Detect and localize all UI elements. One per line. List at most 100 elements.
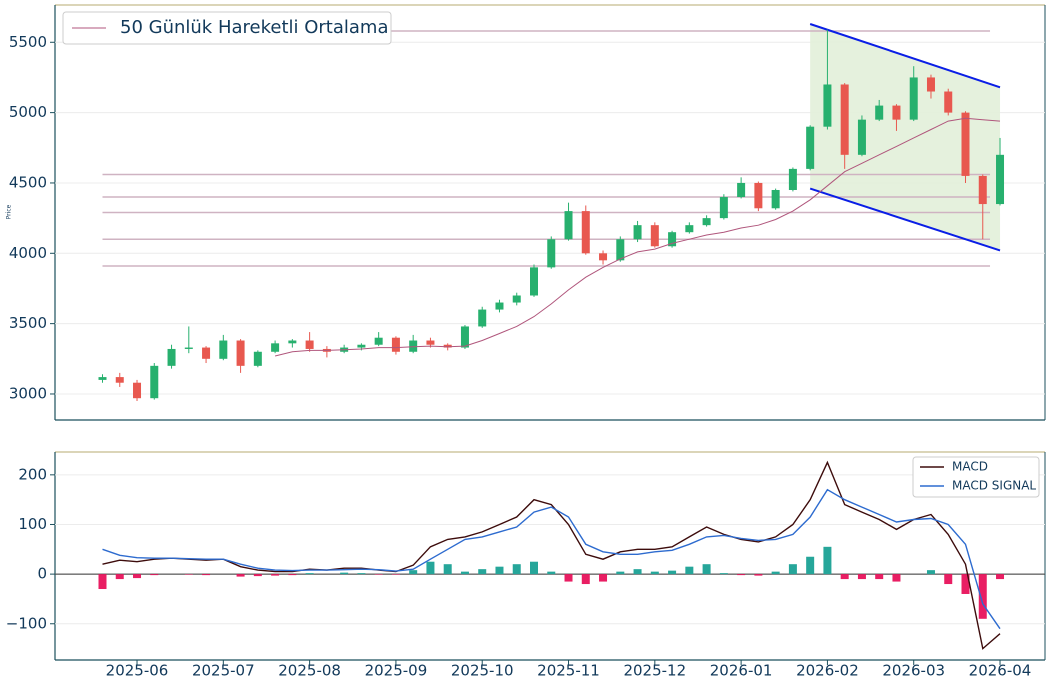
y-tick-label: −100 <box>6 614 47 632</box>
histogram-bar <box>443 564 452 575</box>
candle-body <box>633 225 642 240</box>
candle-body <box>581 211 590 254</box>
candle-body <box>961 112 970 176</box>
histogram-bar <box>133 574 142 579</box>
legend: MACD MACD SIGNAL <box>912 456 1040 498</box>
candle-body <box>806 126 815 169</box>
candle-body <box>426 340 435 345</box>
histogram-bar <box>737 574 746 576</box>
candle-body <box>875 105 884 120</box>
candle-body <box>288 340 297 344</box>
candle-body <box>357 344 366 348</box>
x-tick-label: 2026-04 <box>969 662 1032 680</box>
y-tick-label: 5500 <box>9 33 47 51</box>
candle-body <box>478 309 487 327</box>
line <box>102 488 1001 630</box>
histogram-bar <box>996 574 1005 580</box>
histogram-bar <box>616 571 625 575</box>
x-tick-label: 2026-02 <box>796 662 859 680</box>
candle-body <box>219 340 228 359</box>
x-tick-label: 2026-01 <box>710 662 773 680</box>
candle-body <box>926 77 935 92</box>
candle-body <box>771 189 780 209</box>
candle-body <box>719 197 728 219</box>
histogram-bar <box>978 574 987 619</box>
histogram-bar <box>685 566 694 575</box>
line <box>102 460 1001 650</box>
candle-body <box>374 337 383 345</box>
histogram-bar <box>892 574 901 582</box>
candle-body <box>460 326 469 348</box>
histogram-bar <box>944 574 953 585</box>
candle-body <box>840 84 849 155</box>
histogram-bar <box>409 570 418 575</box>
histogram-bar <box>202 574 211 576</box>
histogram-bar <box>926 570 935 575</box>
histogram-bar <box>875 574 884 580</box>
histogram-bar <box>98 574 107 590</box>
histogram-bar <box>357 573 366 575</box>
x-tick-label: 2025-12 <box>623 662 686 680</box>
y-tick-label: 0 <box>37 565 47 583</box>
legend: 50 Günlük Hareketli Ortalama <box>62 11 392 45</box>
histogram-bar <box>581 574 590 585</box>
candle-body <box>236 340 245 366</box>
candle-body <box>978 175 987 205</box>
channel-fill <box>810 23 1001 251</box>
candle-body <box>184 347 193 349</box>
histogram-bar <box>668 570 677 575</box>
histogram-bar <box>547 571 556 575</box>
candle-body <box>564 211 573 240</box>
histogram-bar <box>236 574 245 577</box>
histogram-bar <box>460 571 469 575</box>
y-tick-label: 4500 <box>9 173 47 191</box>
x-tick-label: 2025-11 <box>537 662 600 680</box>
candle-body <box>668 232 677 247</box>
candle-body <box>599 253 608 261</box>
line <box>274 117 1001 357</box>
histogram-bar <box>806 556 815 575</box>
histogram-bar <box>495 566 504 575</box>
candle-body <box>115 377 124 383</box>
candle-body <box>495 302 504 310</box>
candle-body <box>202 347 211 359</box>
legend-box <box>912 456 1040 498</box>
candle-body <box>996 154 1005 205</box>
x-tick-label: 2025-10 <box>451 662 514 680</box>
x-tick-label: 2025-09 <box>365 662 428 680</box>
candle-body <box>167 348 176 366</box>
y-tick-label: 3500 <box>9 314 47 332</box>
histogram-bar <box>478 569 487 575</box>
y-tick-label: 5000 <box>9 103 47 121</box>
histogram-bar <box>115 574 124 580</box>
legend-box <box>62 11 392 45</box>
histogram-bar <box>702 564 711 575</box>
candle-body <box>547 239 556 268</box>
histogram-bar <box>633 569 642 575</box>
candle-body <box>754 182 763 209</box>
histogram-bar <box>150 574 159 576</box>
histogram-bar <box>426 561 435 575</box>
candle-body <box>823 84 832 127</box>
histogram-bar <box>305 573 314 575</box>
y-tick-label: 3000 <box>9 384 47 402</box>
candle-body <box>443 344 452 348</box>
candle-body <box>944 91 953 113</box>
histogram-bar <box>857 574 866 580</box>
histogram-bar <box>961 574 970 594</box>
histogram-bar <box>288 574 297 576</box>
candle-body <box>391 337 400 352</box>
candle-body <box>788 168 797 190</box>
candle-body <box>271 343 280 352</box>
candle-body <box>616 239 625 261</box>
y-axis-label: Price <box>6 204 13 219</box>
histogram-bar <box>771 571 780 575</box>
candle-body <box>650 225 659 247</box>
histogram-bar <box>650 571 659 575</box>
candle-body <box>150 365 159 399</box>
histogram-bar <box>271 574 280 576</box>
candle-body <box>98 377 107 380</box>
histogram-bar <box>719 573 728 575</box>
histogram-bar <box>599 574 608 582</box>
